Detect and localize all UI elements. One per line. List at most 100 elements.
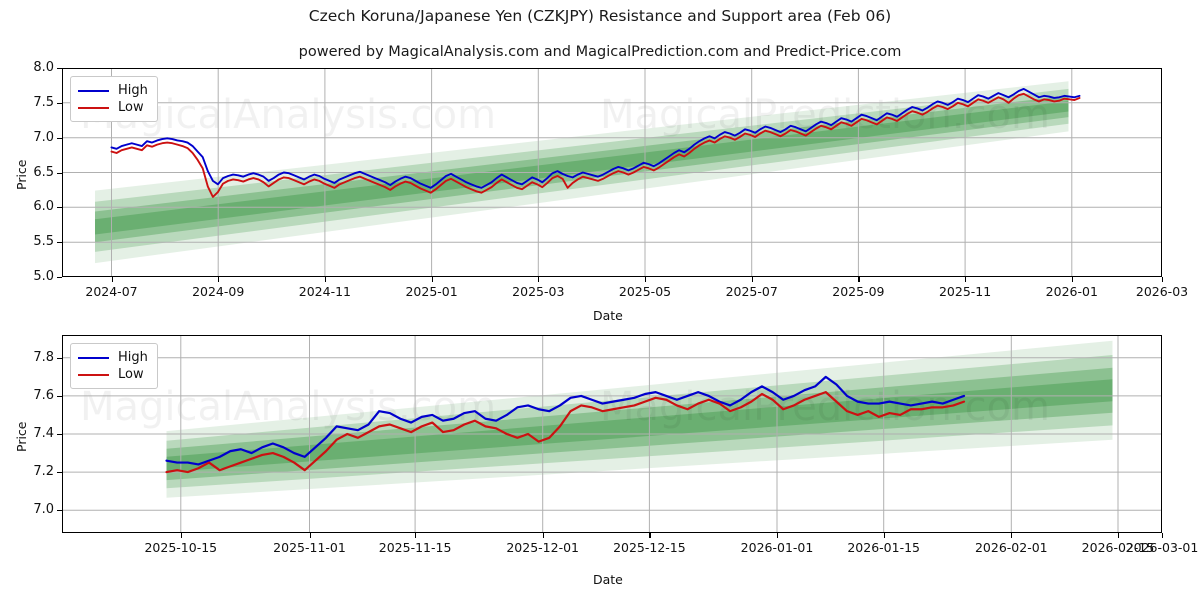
x-tick-mark: [1071, 277, 1073, 282]
y-tick-label: 5.0: [33, 269, 54, 284]
x-tick-label: 2025-09: [832, 284, 885, 299]
x-tick-mark: [218, 277, 220, 282]
legend-color-swatch: [78, 373, 109, 376]
y-tick-mark: [57, 434, 62, 436]
y-tick-mark: [57, 277, 62, 279]
legend-label: High: [118, 83, 148, 98]
legend-label: Low: [118, 367, 144, 382]
page-subtitle: powered by MagicalAnalysis.com and Magic…: [298, 44, 902, 60]
x-tick-label: 2024-07: [85, 284, 138, 299]
legend-color-swatch: [78, 356, 109, 359]
overview-plot-area: MagicalAnalysis.com MagicalPrediction.com: [62, 68, 1162, 277]
y-tick-label: 7.5: [33, 94, 54, 110]
y-tick-mark: [57, 472, 62, 474]
y-tick-mark: [57, 137, 62, 139]
x-tick-label: 2025-11-01: [273, 540, 346, 555]
legend-entry[interactable]: High: [78, 82, 148, 99]
y-tick-mark: [57, 510, 62, 512]
x-tick-label: 2025-05: [618, 284, 672, 299]
x-tick-mark: [309, 533, 311, 538]
legend-label: Low: [118, 100, 144, 115]
legend-entry[interactable]: Low: [78, 366, 148, 383]
y-tick-mark: [57, 207, 62, 209]
x-tick-label: 2024-09: [192, 284, 245, 299]
y-tick-label: 7.2: [33, 464, 54, 480]
legend-entry[interactable]: High: [78, 349, 148, 366]
x-tick-mark: [645, 277, 647, 282]
x-tick-mark: [1162, 533, 1164, 538]
legend-label: High: [118, 350, 148, 365]
y-tick-label: 7.8: [33, 349, 54, 365]
detail-chart-panel: MagicalAnalysis.com MagicalPrediction.com: [62, 335, 1162, 533]
page-title: Czech Koruna/Japanese Yen (CZKJPY) Resis…: [308, 7, 892, 25]
x-tick-mark: [1162, 277, 1164, 282]
x-tick-mark: [858, 277, 860, 282]
x-tick-mark: [538, 277, 540, 282]
x-tick-mark: [751, 277, 753, 282]
x-tick-label: 2026-03-01: [1125, 540, 1199, 555]
x-tick-mark: [324, 277, 327, 282]
x-tick-label: 2025-11: [938, 284, 992, 299]
series-line-low: [110, 92, 1081, 198]
x-tick-label: 2026-03: [1135, 284, 1189, 299]
x-tick-label: 2025-12-15: [613, 540, 686, 555]
watermark-text: MagicalPrediction.com: [600, 92, 1050, 138]
series-line-high: [110, 87, 1081, 189]
legend-entry[interactable]: Low: [78, 99, 148, 116]
band-layer: [166, 379, 1113, 473]
overview-x-axis-label: Date: [593, 308, 623, 323]
x-tick-mark: [431, 277, 433, 282]
legend-color-swatch: [78, 106, 109, 109]
y-tick-label: 5.5: [33, 234, 54, 250]
x-tick-mark: [777, 533, 779, 538]
x-tick-label: 2026-01-15: [847, 540, 921, 555]
series-line-high: [165, 375, 966, 466]
x-tick-label: 2026-02-15: [1081, 540, 1155, 555]
y-tick-mark: [57, 395, 62, 398]
x-tick-mark: [111, 277, 113, 282]
x-tick-mark: [1118, 533, 1120, 538]
x-tick-label: 2025-12-01: [506, 540, 580, 555]
grid-lines: [62, 335, 1162, 533]
x-tick-mark: [542, 533, 544, 538]
detail-legend: High Low: [70, 343, 158, 389]
y-tick-label: 7.0: [33, 502, 54, 518]
x-tick-label: 2026-01-01: [740, 540, 814, 555]
x-tick-label: 2025-10-15: [144, 540, 218, 555]
y-tick-label: 7.4: [33, 426, 54, 441]
detail-x-axis-label: Date: [593, 572, 623, 587]
x-tick-mark: [965, 277, 967, 282]
x-tick-mark: [883, 533, 885, 538]
detail-plot-area: MagicalAnalysis.com MagicalPrediction.com: [62, 335, 1162, 533]
x-tick-mark: [649, 533, 651, 538]
watermark-text: MagicalPrediction.com: [600, 384, 1050, 430]
y-tick-mark: [57, 242, 62, 244]
x-tick-label: 2026-02-01: [974, 540, 1048, 555]
y-tick-label: 7.6: [33, 387, 54, 403]
overview-plot-svg: MagicalAnalysis.com MagicalPrediction.com: [62, 68, 1162, 277]
x-tick-label: 2025-01: [405, 284, 458, 299]
x-tick-label: 2026-01: [1045, 284, 1098, 299]
y-tick-label: 7.0: [33, 129, 54, 145]
grid-lines: [62, 68, 1162, 277]
overview-legend: High Low: [70, 76, 158, 122]
x-tick-mark: [180, 533, 182, 538]
y-tick-mark: [57, 357, 62, 359]
x-tick-label: 2025-11-15: [378, 540, 452, 555]
y-tick-label: 6.5: [33, 164, 54, 180]
detail-plot-svg: MagicalAnalysis.com MagicalPrediction.com: [62, 335, 1162, 533]
series-line-low: [165, 391, 966, 474]
band-layer: [95, 101, 1069, 235]
x-tick-label: 2025-07: [725, 284, 778, 299]
x-tick-mark: [1011, 533, 1013, 538]
x-tick-label: 2025-03: [512, 284, 565, 299]
x-tick-mark: [415, 533, 417, 538]
y-tick-mark: [57, 102, 62, 104]
overview-chart-panel: MagicalAnalysis.com MagicalPrediction.com: [62, 68, 1162, 277]
x-tick-label: 2024-11: [298, 284, 351, 299]
y-tick-label: 6.0: [33, 199, 54, 215]
y-tick-label: 8.0: [33, 60, 54, 75]
watermark-text: MagicalAnalysis.com: [80, 384, 496, 430]
y-tick-mark: [57, 172, 62, 174]
